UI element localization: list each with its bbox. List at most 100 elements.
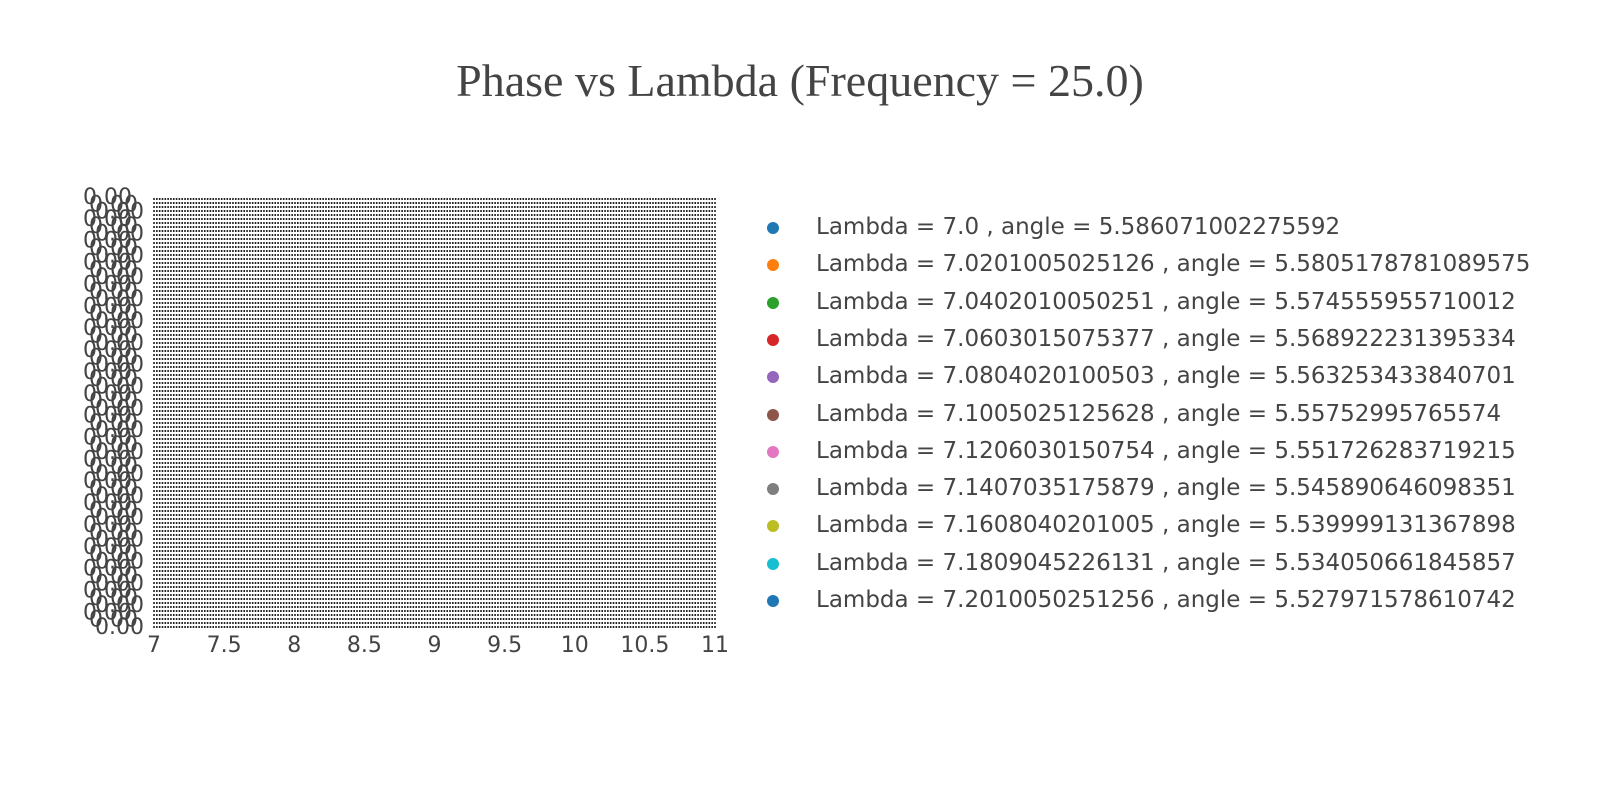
x-tick-label: 7.5 [207, 633, 242, 658]
y-tick-label: 0.00 [95, 396, 144, 421]
y-tick-label: 0.00 [89, 236, 138, 261]
legend-label: Lambda = 7.1005025125628 , angle = 5.557… [816, 400, 1502, 427]
y-tick-label: 0.00 [89, 323, 138, 348]
y-tick-label: 0.00 [83, 251, 132, 276]
y-tick-label: 0.00 [95, 243, 144, 268]
x-axis-ticks: 7 7.5 8 8.5 9 9.5 10 10.5 11 [147, 633, 729, 658]
legend-item[interactable]: Lambda = 7.0 , angle = 5.586071002275592 [760, 210, 1600, 248]
legend-label: Lambda = 7.0402010050251 , angle = 5.574… [816, 288, 1516, 315]
y-tick-label: 0.00 [95, 528, 144, 553]
legend-item[interactable]: Lambda = 7.2010050251256 , angle = 5.527… [760, 583, 1600, 621]
y-tick-label: 0.00 [89, 411, 138, 436]
y-tick-label: 0.00 [89, 214, 138, 239]
x-tick-label: 9 [428, 633, 442, 658]
y-tick-label: 0.00 [83, 229, 132, 254]
x-tick-label: 11 [701, 633, 729, 658]
chart-title: Phase vs Lambda (Frequency = 25.0) [456, 55, 1144, 106]
legend-label: Lambda = 7.0603015075377 , angle = 5.568… [816, 325, 1516, 352]
x-tick-label: 10.5 [620, 633, 669, 658]
legend-label: Lambda = 7.1809045226131 , angle = 5.534… [816, 549, 1516, 576]
y-tick-label: 0.00 [95, 440, 144, 465]
y-tick-label: 0.00 [83, 404, 132, 429]
y-tick-label: 0.00 [95, 418, 144, 443]
y-tick-label: 0.00 [95, 374, 144, 399]
y-tick-label: 0.00 [95, 484, 144, 509]
y-tick-label: 0.00 [95, 615, 144, 640]
y-tick-label: 0.00 [89, 280, 138, 305]
legend-label: Lambda = 7.0 , angle = 5.586071002275592 [816, 214, 1341, 240]
y-tick-label: 0.00 [95, 593, 144, 618]
y-tick-label: 0.00 [89, 477, 138, 502]
y-tick-label: 0.00 [83, 382, 132, 407]
legend[interactable]: Lambda = 7.0 , angle = 5.586071002275592… [760, 210, 1600, 642]
legend-marker-icon [767, 259, 779, 272]
legend-label: Lambda = 7.1407035175879 , angle = 5.545… [816, 475, 1516, 502]
legend-marker-icon [767, 222, 779, 234]
y-axis-labels: 0.000.000.000.000.000.000.000.000.000.00… [83, 185, 144, 640]
y-tick-label: 0.00 [83, 491, 132, 516]
data-series-lines [153, 198, 716, 628]
legend-item[interactable]: Lambda = 7.0201005025126 , angle = 5.580… [760, 247, 1600, 285]
y-tick-label: 0.00 [95, 549, 144, 574]
y-tick-label: 0.00 [89, 542, 138, 567]
y-tick-label: 0.00 [95, 353, 144, 378]
legend-item[interactable]: Lambda = 7.0804020100503 , angle = 5.563… [760, 359, 1600, 397]
y-tick-label: 0.00 [89, 498, 138, 523]
y-tick-label: 0.00 [83, 426, 132, 451]
y-tick-label: 0.00 [89, 192, 138, 217]
y-tick-label: 0.00 [89, 389, 138, 414]
y-tick-label: 0.00 [89, 520, 138, 545]
x-tick-label: 8.5 [347, 633, 382, 658]
y-tick-label: 0.00 [89, 564, 138, 589]
legend-item[interactable]: Lambda = 7.1005025125628 , angle = 5.557… [760, 397, 1600, 435]
y-tick-label: 0.00 [83, 513, 132, 538]
y-tick-label: 0.00 [83, 338, 132, 363]
legend-marker-icon [767, 296, 779, 309]
y-tick-label: 0.00 [89, 586, 138, 611]
x-tick-label: 8 [287, 633, 301, 658]
y-tick-label: 0.00 [89, 258, 138, 283]
x-tick-label: 9.5 [487, 633, 522, 658]
y-tick-label: 0.00 [95, 287, 144, 312]
y-tick-label: 0.00 [89, 608, 138, 633]
y-tick-label: 0.00 [83, 600, 132, 625]
legend-label: Lambda = 7.2010050251256 , angle = 5.527… [816, 587, 1516, 613]
legend-item[interactable]: Lambda = 7.0402010050251 , angle = 5.574… [760, 285, 1600, 323]
y-tick-label: 0.00 [95, 506, 144, 531]
legend-label: Lambda = 7.1608040201005 , angle = 5.539… [816, 512, 1516, 539]
x-tick-label: 7 [147, 633, 161, 658]
y-tick-label: 0.00 [89, 302, 138, 327]
y-tick-label: 0.00 [95, 221, 144, 246]
y-tick-label: 0.00 [83, 535, 132, 560]
y-tick-label: 0.00 [95, 265, 144, 290]
legend-item[interactable]: Lambda = 7.1608040201005 , angle = 5.539… [760, 508, 1600, 546]
y-tick-label: 0.00 [83, 316, 132, 341]
legend-item[interactable]: Lambda = 7.0603015075377 , angle = 5.568… [760, 322, 1600, 360]
y-tick-label: 0.00 [95, 571, 144, 596]
y-tick-label: 0.00 [89, 345, 138, 370]
legend-item[interactable]: Lambda = 7.1206030150754 , angle = 5.551… [760, 434, 1600, 472]
legend-marker-icon [767, 445, 779, 458]
legend-item[interactable]: Lambda = 7.1407035175879 , angle = 5.545… [760, 471, 1600, 509]
legend-marker-icon [767, 483, 779, 496]
y-tick-label: 0.00 [83, 207, 132, 232]
legend-label: Lambda = 7.0804020100503 , angle = 5.563… [816, 363, 1516, 390]
y-tick-label: 0.00 [95, 331, 144, 356]
y-tick-label: 0.00 [95, 462, 144, 487]
y-tick-label: 0.00 [83, 469, 132, 494]
legend-marker-icon [767, 520, 779, 533]
x-tick-label: 10 [561, 633, 589, 658]
y-tick-label: 0.00 [83, 272, 132, 297]
y-tick-label: 0.00 [83, 447, 132, 472]
legend-label: Lambda = 7.1206030150754 , angle = 5.551… [816, 437, 1516, 464]
y-tick-label: 0.00 [89, 367, 138, 392]
legend-marker-icon [767, 408, 779, 421]
legend-item[interactable]: Lambda = 7.1809045226131 , angle = 5.534… [760, 546, 1600, 584]
y-tick-label: 0.00 [89, 455, 138, 480]
y-tick-label: 0.00 [95, 200, 144, 225]
legend-marker-icon [767, 595, 779, 607]
y-tick-label: 0.00 [83, 557, 132, 582]
y-tick-label: 0.00 [83, 579, 132, 604]
legend-marker-icon [767, 333, 779, 346]
